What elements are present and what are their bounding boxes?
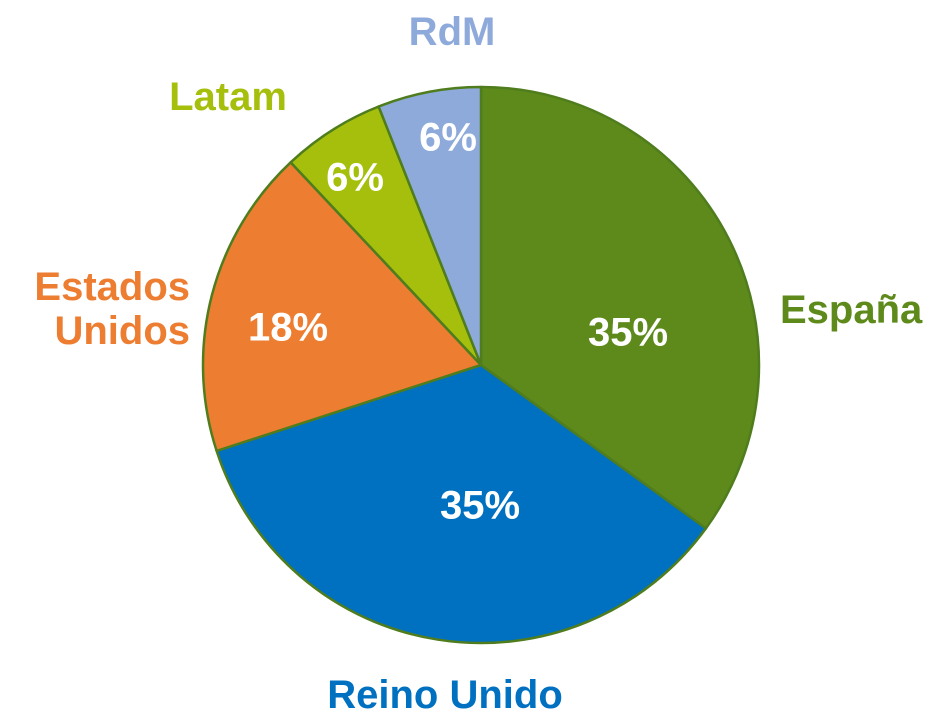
category-label: Estados Unidos bbox=[34, 265, 190, 353]
value-label: 35% bbox=[588, 311, 668, 355]
value-label: 6% bbox=[326, 156, 384, 200]
pie-slice bbox=[201, 161, 483, 453]
category-label: Reino Unido bbox=[327, 673, 563, 717]
category-label: Latam bbox=[169, 75, 287, 119]
pie-slice bbox=[377, 85, 483, 367]
category-label: RdM bbox=[408, 10, 496, 54]
value-label: 35% bbox=[440, 484, 520, 528]
value-label: 18% bbox=[248, 306, 328, 350]
category-label: España bbox=[780, 288, 923, 332]
pie-slice bbox=[479, 85, 761, 530]
value-label: 6% bbox=[419, 116, 477, 160]
pie-slice bbox=[215, 363, 708, 645]
